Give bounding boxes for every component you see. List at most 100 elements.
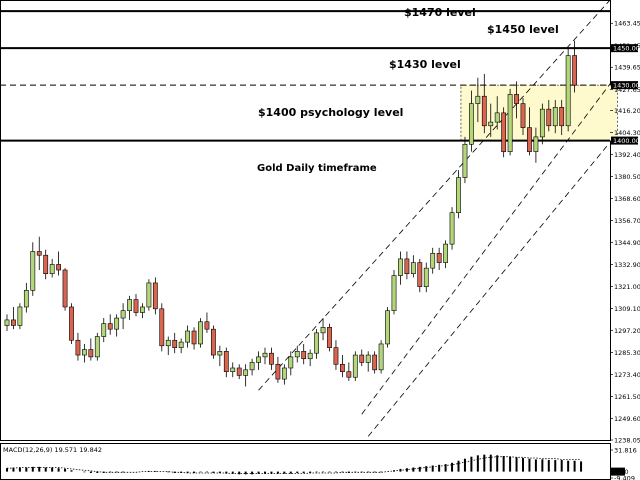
candle-body-bull — [4, 319, 10, 326]
candle — [385, 306, 390, 348]
candle-body-bull — [494, 112, 500, 123]
candle — [501, 107, 507, 158]
candle — [494, 96, 500, 130]
candle — [217, 345, 223, 367]
candle-body-bear — [359, 354, 365, 363]
candle — [262, 347, 268, 365]
candle-body-bull — [449, 212, 455, 245]
candle-body-bull — [127, 299, 132, 311]
price-level-tag-text: 1430.00 — [613, 81, 640, 89]
candle-body-bull — [307, 352, 313, 360]
price-level-tag — [611, 81, 638, 90]
macd-zero-tag — [611, 467, 625, 476]
candle-body-bull — [539, 108, 545, 138]
candle — [62, 268, 68, 311]
candle — [140, 303, 145, 319]
candle — [127, 295, 132, 320]
candle-body-bear — [501, 112, 507, 152]
candle-body-bear — [275, 363, 281, 380]
candle-body-bear — [223, 351, 229, 372]
candle-body-bull — [101, 323, 107, 337]
candle — [449, 207, 455, 250]
candle-body-bull — [146, 282, 152, 308]
candle-body-bear — [333, 347, 339, 365]
candle — [514, 81, 519, 119]
annotation-1430-level: $1430 level — [389, 58, 461, 71]
annotation-1470-level: $1470 level — [404, 6, 476, 19]
price-tick-label: 1297.20 — [614, 327, 640, 335]
candle-body-bull — [488, 121, 494, 127]
candle-body-bear — [172, 339, 178, 348]
candle — [191, 327, 197, 350]
candle-body-bear — [211, 328, 216, 356]
candle — [378, 340, 384, 374]
candle-body-bull — [30, 251, 36, 291]
candle — [107, 314, 113, 335]
candle — [146, 279, 152, 311]
annotation-1450-level: $1450 level — [487, 23, 559, 36]
candle-body-bull — [410, 262, 416, 274]
candle — [294, 345, 300, 363]
candle — [314, 329, 319, 359]
price-tick-label: 1321.00 — [614, 283, 640, 291]
price-tick-label: 1249.60 — [614, 415, 640, 423]
price-tick-label: 1404.30 — [614, 129, 640, 137]
candles-layer — [4, 40, 577, 387]
candle-body-bull — [565, 55, 571, 127]
annotations: $1470 level $1450 level $1430 level $140… — [257, 6, 559, 174]
macd-signal-line — [7, 456, 582, 474]
candle — [552, 99, 558, 134]
candle — [481, 74, 487, 134]
candle — [398, 251, 403, 285]
candle — [301, 343, 307, 365]
candle-body-bull — [249, 362, 255, 371]
candle — [69, 303, 74, 344]
candle-body-bull — [82, 349, 87, 356]
candle-body-bear — [236, 367, 242, 376]
candle-body-bull — [443, 243, 448, 263]
candle-body-bull — [217, 351, 223, 356]
candle-body-bear — [520, 103, 526, 128]
candle-body-bull — [288, 356, 294, 369]
candle — [391, 270, 397, 315]
candle-body-bear — [372, 354, 378, 371]
candle — [352, 351, 358, 381]
price-tick-label: 1380.50 — [614, 173, 640, 181]
candle — [101, 318, 107, 343]
candle-body-bull — [552, 107, 558, 127]
candle-body-bear — [191, 330, 197, 345]
price-tick-label: 1427.65 — [614, 86, 640, 94]
candle — [410, 255, 416, 278]
candle-body-bull — [178, 341, 184, 348]
price-tick-label: 1273.40 — [614, 371, 640, 379]
candle-body-bear — [327, 327, 332, 348]
price-level-tag — [611, 136, 638, 145]
candle-body-bear — [527, 127, 532, 152]
candle-body-bull — [198, 321, 203, 345]
candle-body-bear — [11, 319, 16, 326]
macd-tick-label: 31.816 — [614, 446, 637, 454]
candle — [133, 294, 139, 317]
price-tick-label: 1416.20 — [614, 107, 640, 115]
candle — [152, 277, 158, 315]
candle — [249, 358, 255, 376]
candle-body-bear — [56, 264, 61, 271]
candle — [559, 99, 565, 136]
candle-body-bull — [230, 367, 236, 372]
candle — [11, 306, 16, 330]
candle-body-bull — [314, 332, 319, 354]
annotation-1400-psychology-level: $1400 psychology level — [258, 106, 403, 119]
price-level-tag — [611, 44, 638, 53]
candle-body-bull — [243, 369, 249, 376]
candle-body-bear — [572, 55, 577, 86]
candle-body-bull — [281, 367, 287, 380]
macd-panel-frame — [0, 443, 611, 480]
macd-label: MACD(12,26,9) 19.571 19.842 — [3, 446, 102, 454]
price-tick-label: 1261.50 — [614, 393, 640, 401]
candle — [539, 103, 545, 145]
candle — [159, 303, 165, 352]
candle — [339, 355, 345, 378]
price-tick-label: 1392.40 — [614, 151, 640, 159]
candle — [281, 364, 287, 385]
candle-body-bear — [69, 306, 74, 341]
